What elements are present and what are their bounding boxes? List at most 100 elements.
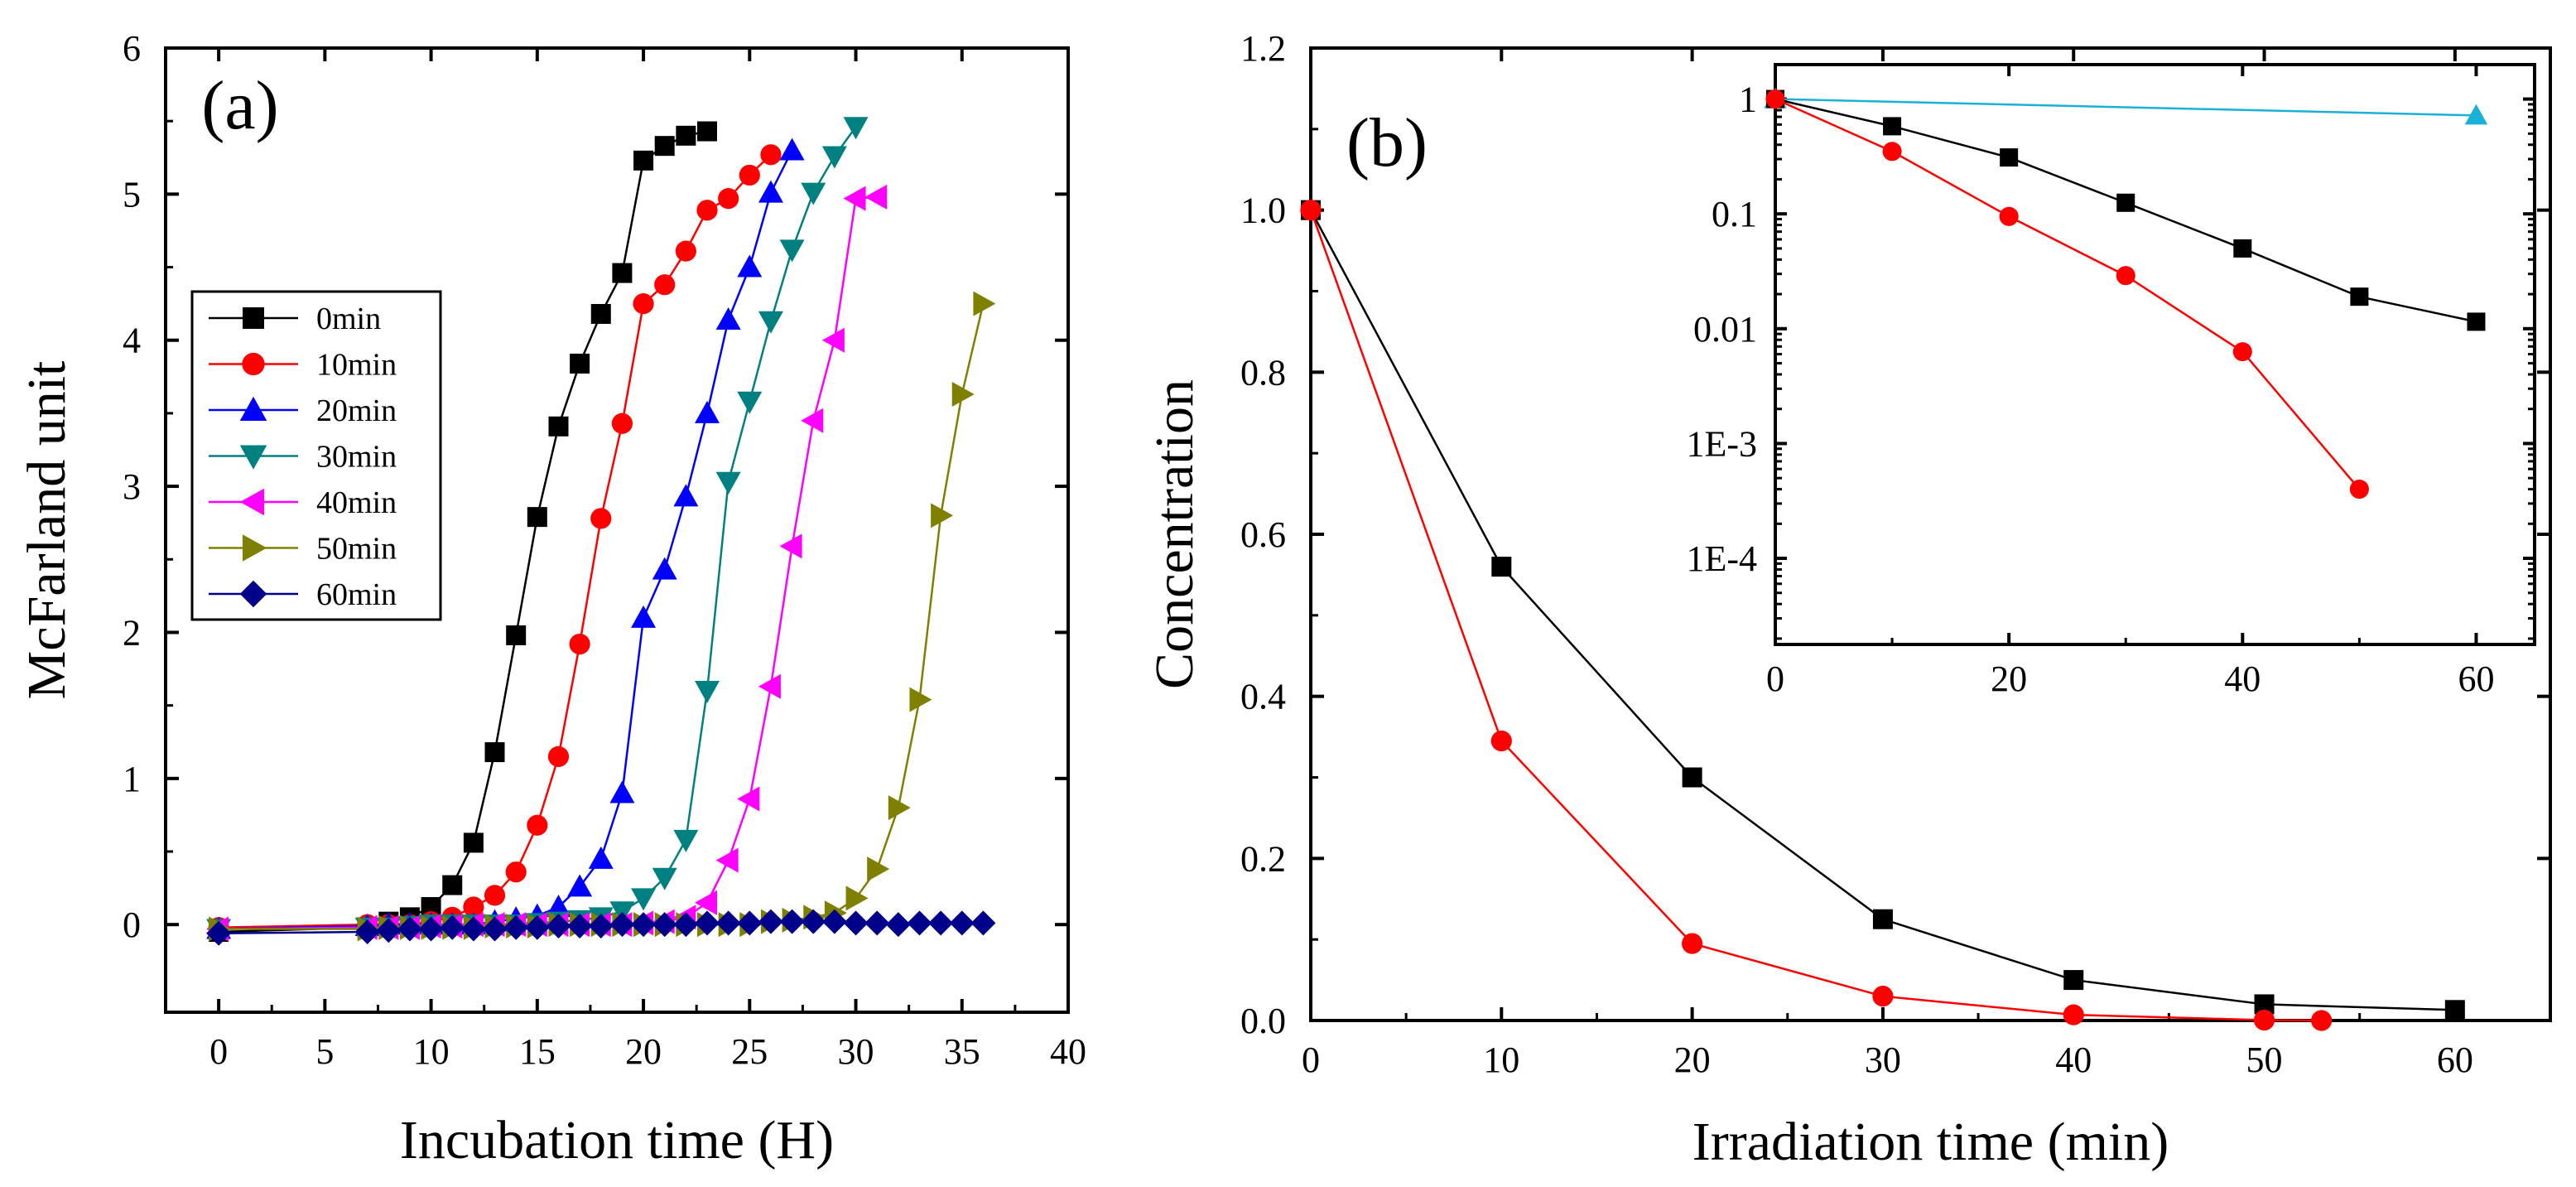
data-point-a: [758, 673, 781, 699]
data-point-a: [588, 846, 614, 869]
data-point-a: [654, 274, 676, 296]
y-tick-label-a: 0: [123, 905, 141, 945]
data-point-b: [1872, 909, 1893, 929]
y-tick-label-a: 3: [123, 466, 141, 507]
data-point-a: [951, 381, 975, 407]
legend-label-a: 20min: [316, 393, 397, 428]
data-point-a: [463, 896, 484, 918]
legend-label-a: 10min: [316, 348, 397, 383]
inset-series-red: [1765, 89, 2369, 499]
data-point-a: [397, 916, 422, 942]
y-axis-label-b: Concentration: [1144, 379, 1205, 689]
y-axis-label-a: McFarland unit: [17, 361, 77, 700]
panel-b: 0 10 20 30 40 50 600.00.20.40.60.81.01.2Irradi…: [1144, 28, 2552, 1172]
data-point-a: [567, 913, 593, 939]
inset-x-tick-label: 20: [1991, 659, 2027, 699]
inset-y-tick-label: 0.01: [1693, 309, 1757, 350]
data-point-a: [440, 914, 465, 940]
inset-data-point: [2232, 342, 2252, 362]
data-point-b: [2063, 1004, 2084, 1025]
y-tick-label-b: 0.8: [1240, 352, 1286, 393]
data-point-a: [654, 136, 675, 157]
data-point-a: [758, 180, 783, 203]
data-point-a: [715, 471, 741, 495]
data-point-a: [548, 416, 569, 437]
legend-marker-a: [239, 396, 267, 421]
x-tick-label-a: 15: [519, 1031, 556, 1072]
data-point-a: [482, 916, 508, 942]
y-tick-label-b: 0.0: [1240, 1001, 1286, 1041]
legend-marker-a: [243, 534, 267, 562]
data-point-b: [1490, 730, 1512, 752]
data-point-a: [867, 856, 890, 882]
data-point-a: [821, 146, 847, 169]
inset-x-tick-label: 40: [2224, 659, 2261, 699]
data-point-a: [206, 920, 232, 946]
x-tick-label-b: 50: [2246, 1040, 2283, 1080]
data-point-a: [673, 829, 699, 852]
x-tick-label-b: 30: [1865, 1040, 1901, 1080]
data-point-a: [590, 508, 612, 529]
data-point-a: [970, 910, 996, 936]
x-tick-label-b: 10: [1483, 1040, 1519, 1080]
inset-series-line: [1774, 98, 2361, 490]
inset-b: 0 20 40 60 1 0.1 0.01 1E-3 1E-4: [1686, 63, 2536, 699]
data-point-a: [779, 909, 805, 934]
data-point-a: [354, 919, 380, 944]
data-point-a: [715, 847, 739, 873]
inset-data-point: [1883, 117, 1902, 136]
data-point-a: [484, 742, 505, 763]
legend-marker-a: [243, 307, 264, 329]
data-point-b: [1872, 986, 1894, 1007]
data-point-a: [737, 786, 760, 812]
data-point-a: [718, 188, 739, 210]
data-point-a: [739, 164, 760, 186]
data-point-a: [631, 912, 657, 938]
x-tick-label-a: 40: [1050, 1031, 1086, 1072]
data-point-b: [2444, 1000, 2465, 1021]
inset-y-tick-label: 1E-3: [1686, 423, 1757, 464]
data-point-a: [570, 353, 590, 374]
data-point-a: [631, 888, 657, 911]
data-point-a: [864, 910, 890, 936]
data-point-a: [611, 413, 633, 434]
data-point-b: [1682, 933, 1703, 954]
data-point-a: [737, 391, 763, 414]
data-point-a: [673, 484, 699, 507]
inset-data-point: [1882, 142, 1902, 162]
y-tick-label-b: 0.6: [1240, 514, 1286, 555]
data-point-a: [609, 780, 635, 803]
data-point-a: [973, 291, 996, 316]
data-point-b: [1682, 767, 1702, 788]
data-point-b: [1491, 557, 1512, 577]
data-point-a: [652, 557, 677, 580]
data-point-a: [524, 914, 550, 940]
inset-data-point: [2350, 287, 2369, 306]
inset-data-point: [2467, 312, 2486, 331]
data-point-a: [463, 832, 484, 853]
y-tick-label-b: 0.2: [1240, 838, 1286, 879]
data-point-a: [503, 914, 529, 940]
x-tick-label-b: 60: [2437, 1040, 2473, 1080]
legend-marker-a: [239, 445, 267, 470]
data-point-a: [652, 867, 677, 890]
data-point-a: [695, 400, 720, 423]
data-point-a: [695, 910, 720, 936]
data-point-a: [376, 918, 402, 943]
data-point-a: [801, 408, 824, 433]
data-point-a: [758, 909, 783, 934]
inset-y-tick-label: 1E-4: [1686, 538, 1757, 579]
data-point-a: [821, 909, 847, 934]
data-point-a: [547, 745, 570, 767]
y-tick-label-a: 1: [123, 759, 141, 799]
plot-frame-a: [164, 46, 1070, 1014]
data-point-a: [843, 186, 866, 211]
data-point-a: [676, 125, 696, 146]
data-point-a: [569, 633, 590, 655]
legend-marker-a: [239, 580, 267, 608]
inset-x-tick-label: 0: [1766, 659, 1784, 699]
inset-series-black: [1766, 89, 2486, 331]
data-point-a: [652, 912, 677, 938]
data-point-a: [631, 605, 657, 628]
